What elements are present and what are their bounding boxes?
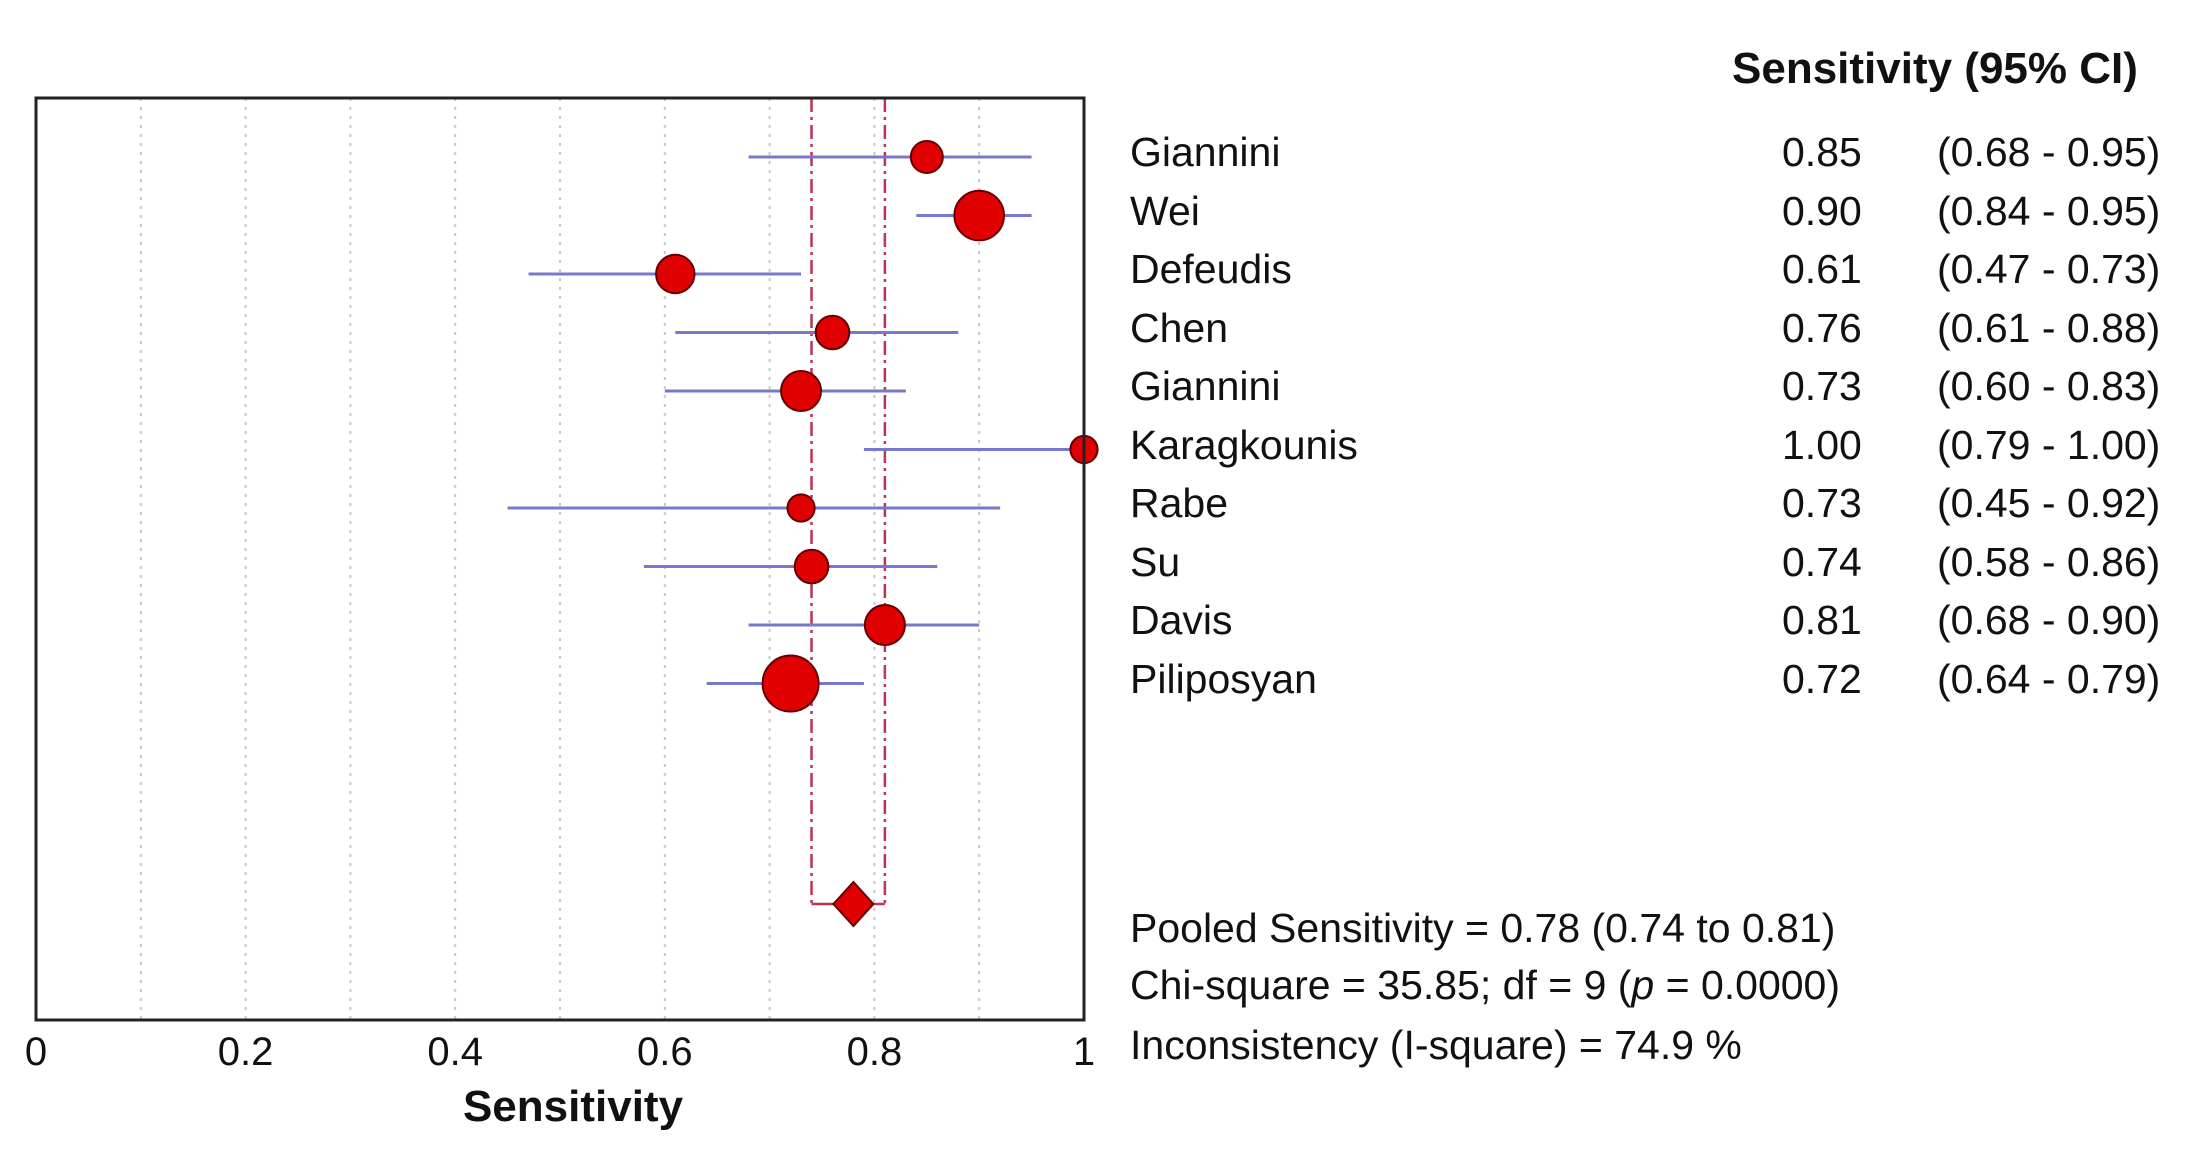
pooled-sensitivity-text: Pooled Sensitivity = 0.78 (0.74 to 0.81) (1130, 905, 1836, 951)
study-ci-text: (0.68 - 0.90) (1937, 597, 2161, 643)
study-name: Davis (1130, 597, 1233, 643)
x-tick-label: 0.4 (427, 1030, 483, 1074)
study-ci-text: (0.68 - 0.95) (1937, 129, 2161, 175)
study-ci-text: (0.84 - 0.95) (1937, 187, 2161, 234)
x-tick-label: 0 (24, 1030, 48, 1074)
study-point (814, 314, 851, 351)
study-name: Karagkounis (1130, 421, 1358, 468)
study-point (655, 253, 696, 295)
plot-frame (34, 96, 1086, 1022)
study-sensitivity: 0.76 (1782, 304, 1862, 351)
study-name: Piliposyan (1130, 655, 1317, 702)
study-name: Su (1130, 538, 1181, 585)
study-name: Wei (1130, 187, 1200, 234)
study-name: Defeudis (1130, 246, 1292, 292)
pooled-diamond (832, 880, 875, 928)
grid-lines (139, 98, 981, 1020)
study-name: Giannini (1130, 129, 1281, 175)
study-sensitivity: 0.85 (1782, 129, 1862, 175)
study-point (761, 654, 820, 713)
x-tick-label: 0.8 (846, 1030, 903, 1074)
x-tick-label: 1 (1072, 1030, 1096, 1074)
study-sensitivity: 0.61 (1782, 246, 1862, 292)
study-ci-text: (0.61 - 0.88) (1937, 304, 2161, 351)
chi-square-text: Chi-square = 35.85; df = 9 (p = 0.0000) (1130, 962, 1841, 1008)
study-sensitivity: 1.00 (1782, 421, 1862, 468)
study-name: Giannini (1130, 363, 1281, 409)
x-tick-label: 0.6 (636, 1030, 693, 1074)
study-ci-text: (0.64 - 0.79) (1937, 655, 2161, 702)
study-name: Rabe (1130, 480, 1229, 526)
p-symbol: p (1631, 962, 1655, 1008)
study-point (793, 548, 830, 585)
study-sensitivity: 0.73 (1782, 480, 1862, 526)
x-axis-label: Sensitivity (462, 1082, 684, 1131)
study-ci-text: (0.45 - 0.92) (1937, 480, 2161, 526)
study-point (909, 140, 944, 174)
study-point (780, 370, 823, 412)
study-point (786, 493, 816, 523)
study-sensitivity: 0.90 (1782, 187, 1862, 234)
study-point (953, 189, 1006, 242)
study-ci-text: (0.58 - 0.86) (1937, 538, 2161, 585)
study-ci-text: (0.79 - 1.00) (1937, 421, 2161, 468)
study-ci-text: (0.60 - 0.83) (1937, 363, 2161, 409)
study-sensitivity: 0.74 (1782, 538, 1862, 585)
table-header: Sensitivity (95% CI) (1732, 44, 2138, 93)
study-sensitivity: 0.72 (1782, 655, 1862, 702)
inconsistency-text: Inconsistency (I-square) = 74.9 % (1130, 1022, 1742, 1068)
study-name: Chen (1130, 304, 1229, 351)
study-point (863, 604, 906, 646)
study-marks (507, 140, 1099, 928)
study-ci-text: (0.47 - 0.73) (1937, 246, 2161, 292)
study-sensitivity: 0.73 (1782, 363, 1862, 409)
study-sensitivity: 0.81 (1782, 597, 1862, 643)
x-tick-label: 0.2 (217, 1030, 274, 1074)
